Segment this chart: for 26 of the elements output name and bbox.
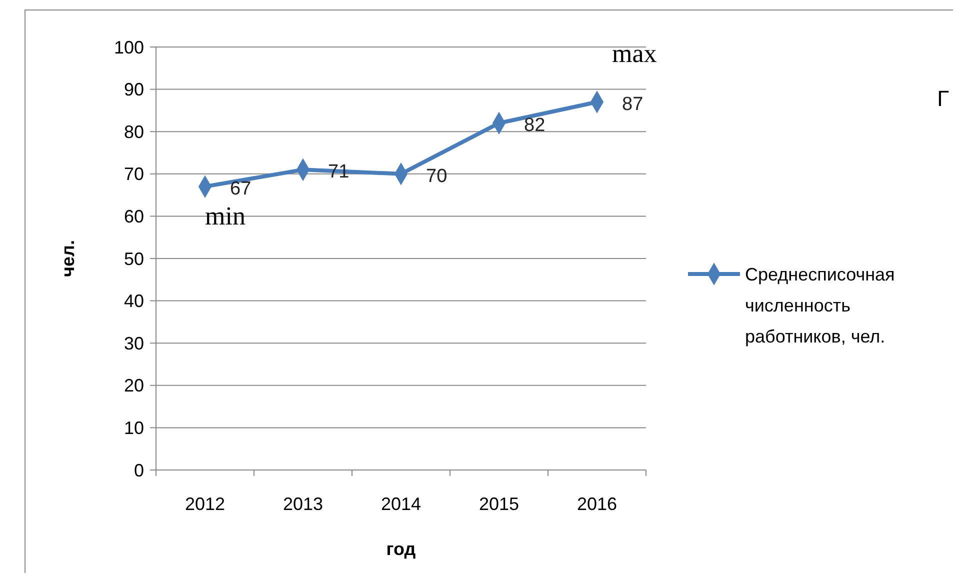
y-tick-label: 20 — [124, 376, 144, 396]
y-tick-label: 50 — [124, 248, 144, 269]
y-tick-label: 80 — [124, 122, 144, 142]
data-label: 70 — [426, 166, 448, 187]
y-tick-label: 10 — [124, 418, 144, 438]
data-label: 87 — [622, 94, 644, 115]
annotation: max — [612, 38, 657, 68]
y-tick-label: 40 — [124, 291, 144, 312]
data-label: 82 — [524, 115, 546, 136]
text: Г — [937, 86, 950, 111]
annotation: min — [205, 202, 246, 231]
y-tick-label: 0 — [134, 460, 144, 480]
y-axis-title: чел. — [58, 240, 78, 277]
y-tick-label: 60 — [124, 206, 144, 226]
y-tick-label: 30 — [124, 333, 144, 354]
x-tick-label: 2013 — [282, 494, 324, 514]
x-axis-title: год — [386, 539, 416, 559]
legend-label: Среднесписочная численность работников, чел. — [745, 264, 895, 346]
y-tick-label: 70 — [124, 164, 144, 184]
data-label: 67 — [230, 178, 252, 200]
y-tick-label: 90 — [124, 80, 144, 100]
x-tick-label: 2012 — [184, 494, 226, 514]
x-tick-label: 2015 — [478, 494, 520, 514]
x-tick-label: 2016 — [576, 494, 618, 514]
y-tick-label: 100 — [114, 37, 144, 58]
x-tick-label: 2014 — [380, 494, 422, 514]
